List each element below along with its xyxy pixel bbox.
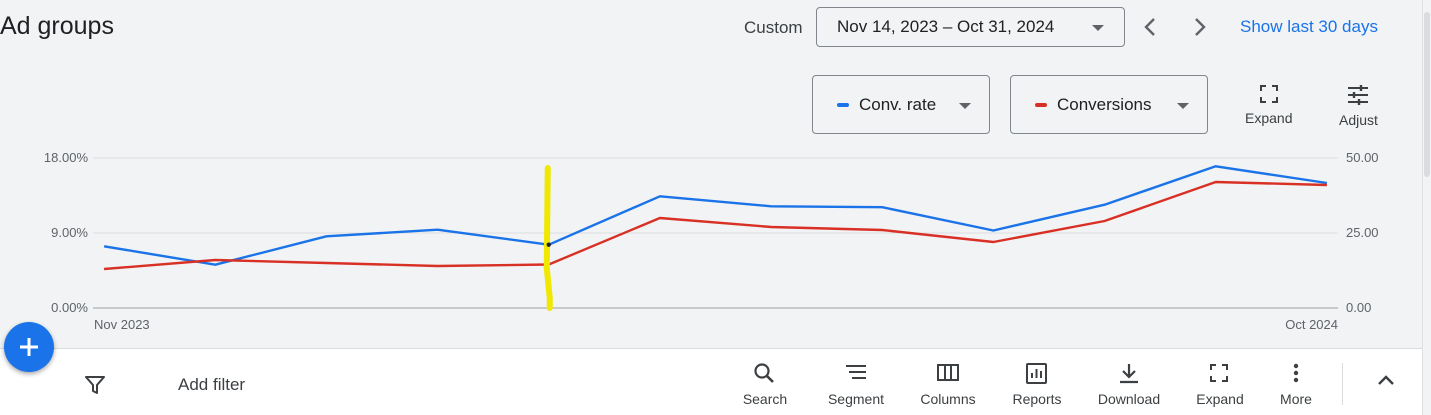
right-axis-tick-label: 50.00 (1346, 150, 1379, 165)
metric-label: Conversions (1057, 94, 1152, 114)
toolbar-item-label: Search (742, 391, 788, 407)
tune-icon (1348, 85, 1369, 105)
left-axis-tick-label: 18.00% (44, 150, 89, 165)
collapse-chart-button[interactable] (1376, 373, 1396, 392)
hover-point-marker (546, 242, 551, 247)
toolbar-download-button[interactable]: Download (1089, 361, 1169, 407)
previous-period-button[interactable] (1136, 13, 1164, 41)
x-axis-start-label: Nov 2023 (94, 317, 150, 332)
next-period-button[interactable] (1186, 13, 1214, 41)
chevron-up-icon (1378, 375, 1394, 385)
right-axis-tick-label: 25.00 (1346, 225, 1379, 240)
columns-icon (937, 364, 959, 381)
download-icon (1120, 364, 1138, 384)
toolbar-item-label: Download (1097, 391, 1161, 407)
show-last-30-days-link[interactable]: Show last 30 days (1240, 17, 1378, 36)
toolbar-columns-button[interactable]: Columns (908, 361, 988, 407)
date-mode-label: Custom (744, 18, 803, 37)
left-axis-tick-label: 9.00% (51, 225, 88, 240)
reports-icon (1026, 363, 1047, 384)
series-line-conv-rate (103, 165, 1328, 266)
toolbar-expand-button[interactable]: Expand (1180, 361, 1260, 407)
toolbar-reports-button[interactable]: Reports (997, 361, 1077, 407)
metric-select-conv-rate[interactable]: Conv. rate (812, 75, 990, 134)
search-icon (754, 363, 774, 383)
metric-label: Conv. rate (859, 94, 937, 114)
filter-button[interactable] (84, 375, 106, 400)
more-icon (1293, 363, 1299, 383)
page-scrollbar[interactable] (1422, 0, 1431, 415)
performance-chart: 0.00% 9.00% 18.00% 0.00 25.00 50.00 Nov 2023 Oc… (44, 150, 1379, 332)
chevron-down-icon (959, 103, 971, 109)
page-title: Ad groups (0, 12, 114, 40)
toolbar-item-label: Columns (920, 391, 976, 407)
filter-icon (85, 376, 105, 394)
toolbar-item-label: Reports (1012, 391, 1062, 407)
toolbar-item-label: More (1280, 391, 1312, 407)
table-toolbar: Add filter Search Segment Columns Reports Do… (0, 348, 1422, 415)
series-line-conversions (104, 180, 1327, 271)
add-filter-input[interactable]: Add filter (178, 375, 246, 394)
toolbar-divider (1342, 363, 1343, 405)
create-button[interactable] (4, 322, 54, 372)
toolbar-search-button[interactable]: Search (725, 361, 805, 407)
plus-icon (20, 338, 38, 356)
toolbar-more-button[interactable]: More (1256, 361, 1336, 407)
left-axis-tick-label: 0.00% (51, 300, 88, 315)
toolbar-item-label: Expand (1196, 391, 1244, 407)
chevron-right-icon (1195, 18, 1206, 36)
toolbar-segment-button[interactable]: Segment (816, 361, 896, 407)
date-range-value: Nov 14, 2023 – Oct 31, 2024 (837, 17, 1055, 36)
expand-icon (1210, 364, 1228, 382)
toolbar-item-label: Segment (827, 391, 885, 407)
scrollbar-thumb[interactable] (1424, 12, 1430, 177)
chevron-down-icon (1177, 103, 1189, 109)
chart-adjust-button[interactable]: Adjust (1339, 84, 1378, 128)
chart-expand-button[interactable]: Expand (1245, 84, 1292, 126)
highlight-annotation-mark (543, 165, 553, 311)
segment-icon (846, 365, 866, 379)
chart-adjust-label: Adjust (1339, 112, 1378, 128)
chevron-down-icon (1092, 25, 1104, 31)
metric-select-conversions[interactable]: Conversions (1010, 75, 1208, 134)
expand-icon (1259, 85, 1278, 103)
chart-expand-label: Expand (1245, 110, 1293, 126)
chevron-left-icon (1144, 18, 1155, 36)
right-axis-tick-label: 0.00 (1346, 300, 1371, 315)
series-color-dot (1035, 102, 1047, 107)
date-range-picker[interactable]: Nov 14, 2023 – Oct 31, 2024 (816, 7, 1125, 47)
series-color-dot (837, 102, 849, 107)
x-axis-end-label: Oct 2024 (1285, 317, 1338, 332)
